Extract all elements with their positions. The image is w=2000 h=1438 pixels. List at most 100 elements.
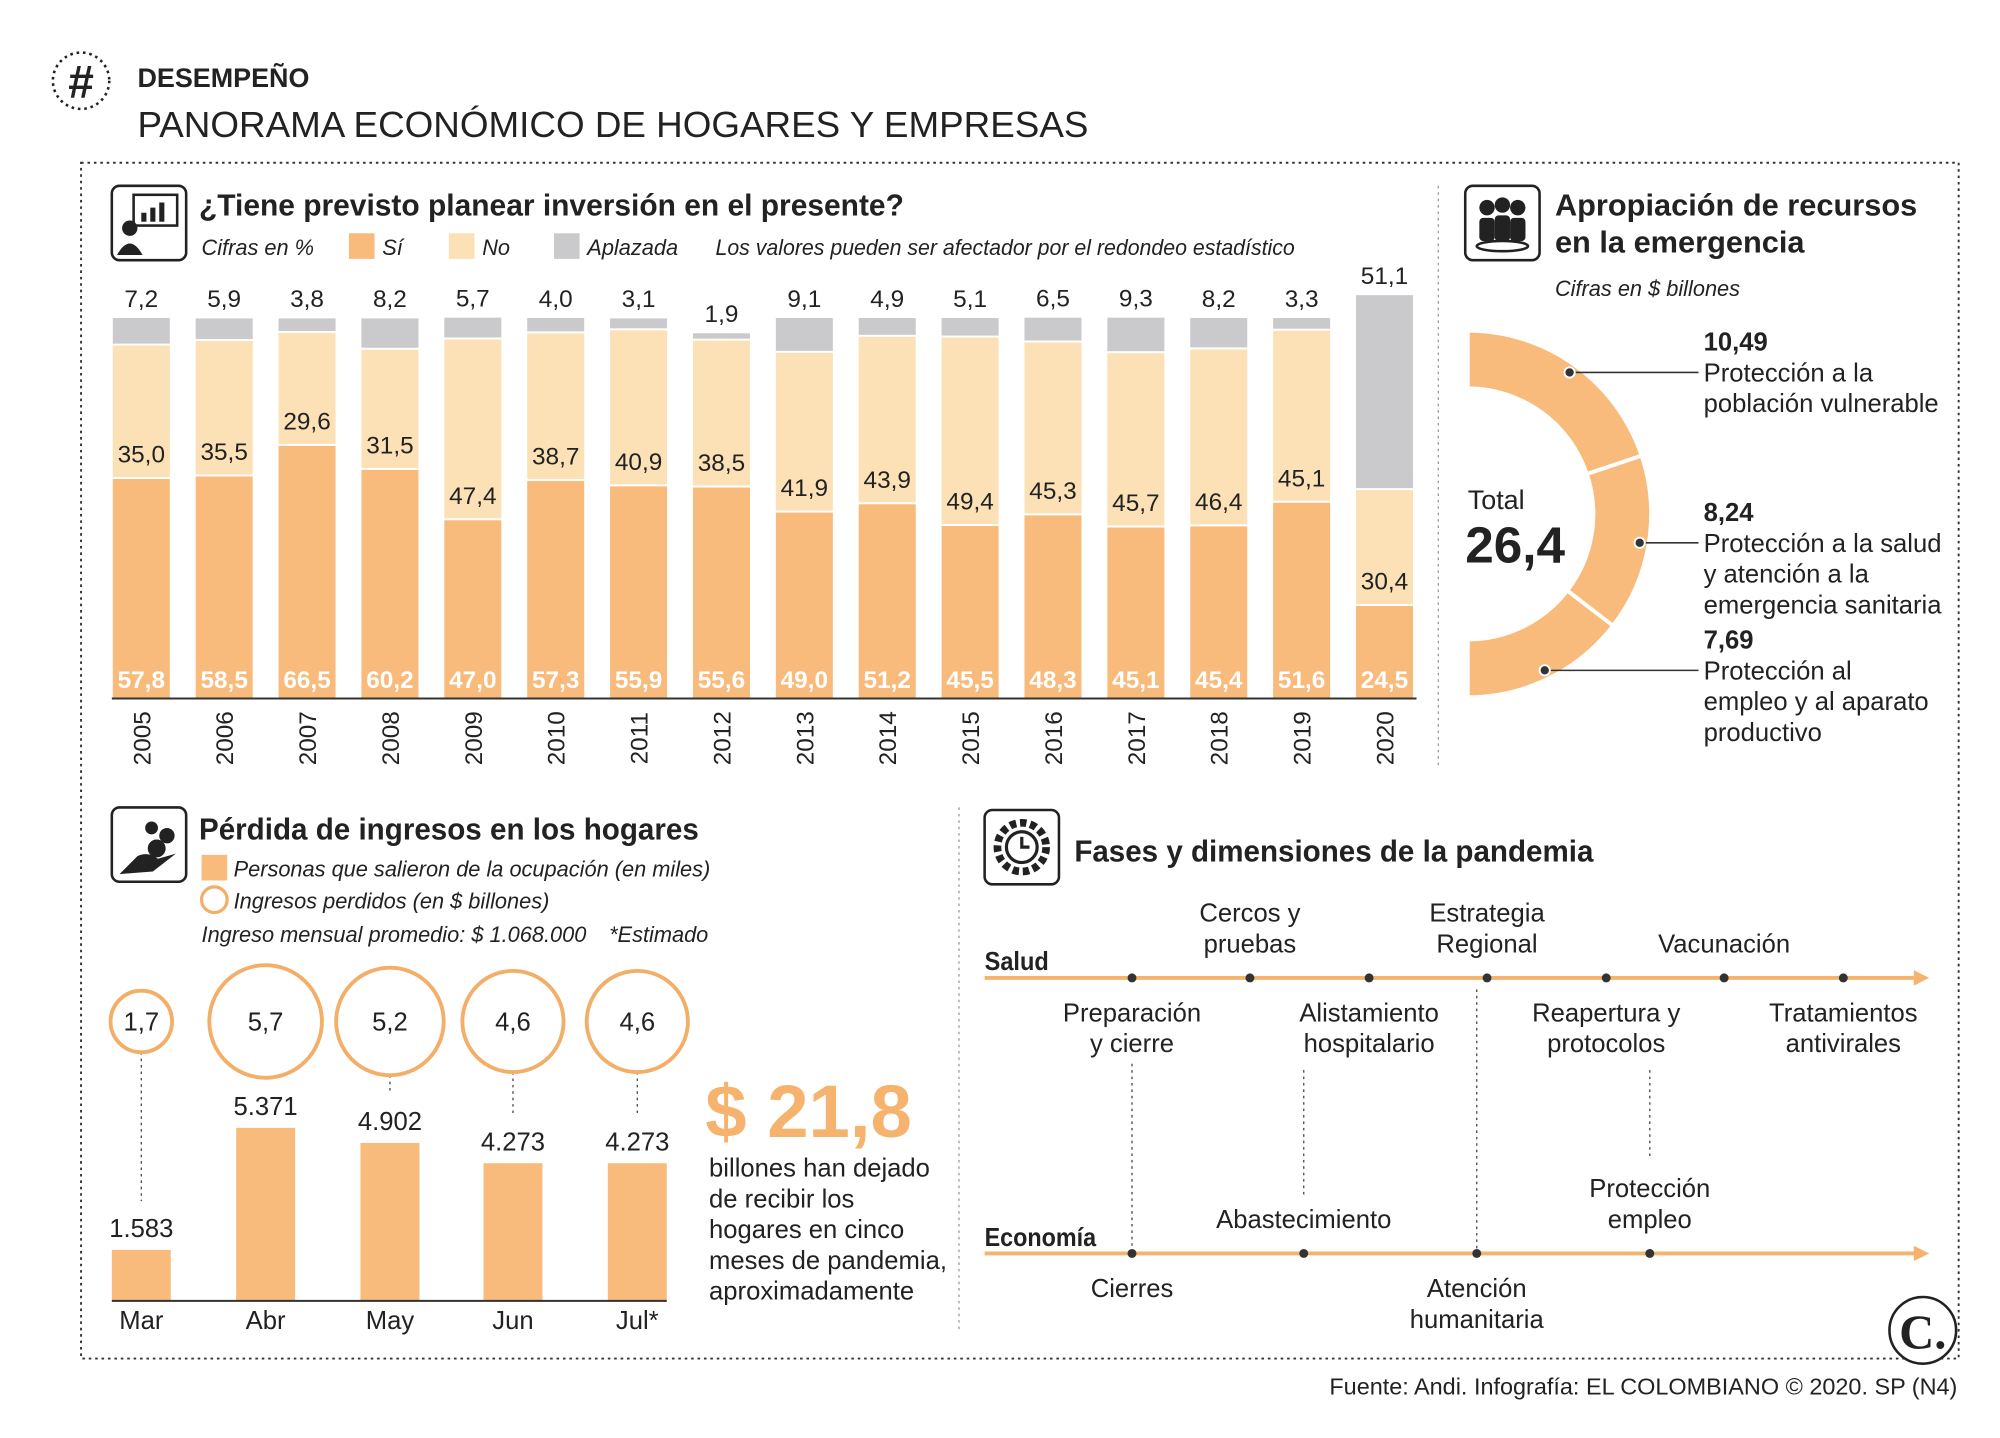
value-label: 6,5 [1036, 285, 1070, 312]
event-label: Atención [1427, 1275, 1527, 1303]
legend-swatch [448, 233, 475, 259]
bar-segment [1188, 524, 1250, 700]
bar-segment [359, 347, 421, 470]
bar-segment [1188, 316, 1250, 350]
x-tick-label: Abr [246, 1307, 286, 1335]
event-dot [1364, 973, 1374, 983]
bar-segment [359, 467, 421, 700]
bar [236, 1127, 296, 1301]
icon-investment [110, 184, 188, 262]
diagram-title: Fases y dimensiones de la pandemia [1074, 833, 1594, 868]
event-dot [1838, 973, 1848, 983]
bar [607, 1163, 667, 1301]
bar-segment [608, 484, 670, 700]
highlight-text: aproximadamente [709, 1278, 914, 1306]
bar-segment [110, 316, 172, 346]
value-label: 9,3 [1119, 285, 1153, 312]
legend-swatch [199, 885, 229, 915]
event-label: Alistamiento [1299, 999, 1439, 1027]
highlight-text: billones han dejado [709, 1155, 930, 1183]
value-label: 3,3 [1285, 286, 1319, 313]
x-tick-label: 2007 [295, 711, 322, 765]
bar-segment [442, 315, 504, 340]
value-label: 45,1 [1278, 465, 1325, 492]
event-dot [1482, 973, 1492, 983]
bar-segment [939, 335, 1001, 526]
value-label: 4.902 [358, 1108, 422, 1136]
value-label: 51,1 [1361, 263, 1408, 290]
category-label: productivo [1704, 719, 1822, 747]
bar-segment [608, 328, 670, 487]
value-label: 47,0 [449, 667, 496, 694]
event-dot [1127, 1248, 1137, 1258]
value-label: 45,1 [1112, 667, 1159, 694]
value-label: 1.583 [109, 1215, 173, 1243]
bar-segment [110, 343, 172, 479]
bar-segment [939, 316, 1001, 338]
value-label: 66,5 [283, 667, 330, 694]
bar-segment [276, 316, 338, 333]
x-tick-label: 2009 [461, 711, 488, 765]
category-label: Protección a la salud [1704, 530, 1942, 558]
event-label: Vacunación [1658, 930, 1790, 958]
value-label: 29,6 [283, 408, 330, 435]
row-label: Salud [985, 948, 1049, 976]
value-label: 57,8 [118, 667, 165, 694]
value-label: 49,0 [781, 667, 828, 694]
note: Los valores pueden ser afectador por el … [715, 235, 1294, 260]
value-label: 45,4 [1195, 667, 1243, 694]
value-label: 41,9 [781, 475, 828, 502]
value-label: 5.371 [234, 1093, 298, 1121]
bar-segment [1271, 316, 1333, 331]
logo: C. [1899, 1305, 1946, 1359]
event-label: Abastecimiento [1216, 1206, 1391, 1234]
donut-segment [1465, 587, 1616, 700]
legend-swatch [348, 233, 375, 259]
leader-dot [1538, 664, 1551, 677]
x-tick-label: 2013 [792, 711, 819, 765]
bar-segment [442, 518, 504, 700]
value-label: 3,1 [622, 286, 656, 313]
x-tick-label: 2018 [1207, 711, 1234, 765]
value-label: 40,9 [615, 449, 662, 476]
event-label: hospitalario [1304, 1030, 1435, 1058]
event-label: Cierres [1091, 1275, 1174, 1303]
bar-segment [1022, 340, 1084, 516]
bar-segment [359, 316, 421, 350]
x-tick-label: Jul* [616, 1307, 659, 1335]
category-label: Protección a la [1704, 359, 1874, 387]
page-title: PANORAMA ECONÓMICO DE HOGARES Y EMPRESAS [137, 105, 1088, 145]
bar-segment [1105, 315, 1167, 354]
bar-segment [1354, 293, 1415, 491]
value-label: 24,5 [1361, 667, 1408, 694]
bar-segment [1188, 347, 1250, 527]
x-tick-label: 2012 [709, 711, 736, 765]
value-label: 45,7 [1112, 490, 1159, 517]
bar-segment [1105, 351, 1167, 528]
value-label: 35,0 [118, 442, 165, 469]
total-value: 26,4 [1465, 517, 1565, 574]
chart-title: en la emergencia [1555, 224, 1805, 259]
bar-segment [193, 316, 255, 341]
x-tick-label: 2010 [544, 711, 571, 765]
chart-title: Apropiación de recursos [1555, 187, 1917, 222]
hash-icon: # [68, 55, 94, 107]
category-label: emergencia sanitaria [1704, 591, 1943, 619]
value-label: 8,2 [373, 286, 407, 313]
icon-people [1463, 184, 1541, 262]
value-label: 1,9 [705, 301, 739, 328]
legend-label: Sí [382, 235, 405, 260]
bar-segment [773, 510, 835, 700]
bar-segment [525, 316, 587, 334]
x-tick-label: Jun [492, 1307, 533, 1335]
value-label: 5,7 [456, 285, 490, 312]
event-dot [1245, 973, 1255, 983]
event-label: antivirales [1786, 1030, 1901, 1058]
bar-segment [1271, 328, 1333, 503]
hash-badge [51, 51, 111, 111]
logo-ring [1888, 1295, 1958, 1365]
value-label: 7,69 [1704, 627, 1754, 655]
legend-label: No [482, 235, 510, 260]
category-label: Protección al [1704, 657, 1852, 685]
